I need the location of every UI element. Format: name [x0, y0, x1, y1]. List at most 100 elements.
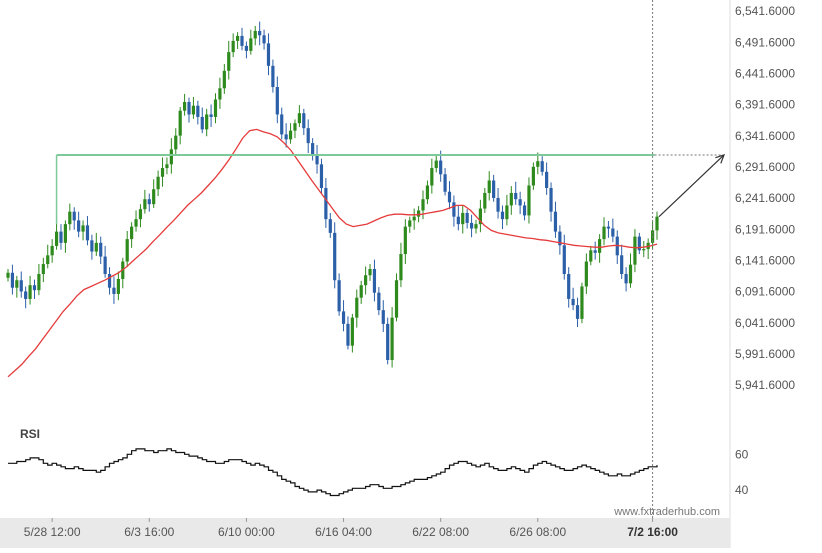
candle-body: [297, 113, 301, 124]
time-tick-label: 6/26 08:00: [509, 525, 566, 539]
candle-body: [205, 114, 209, 130]
candle-body: [6, 272, 10, 278]
candle-body: [200, 116, 204, 130]
candle-body: [103, 256, 107, 274]
rsi-tick-label: 40: [735, 483, 749, 497]
candle-body: [138, 209, 143, 220]
price-tick-label: 6,491.6000: [735, 35, 795, 49]
candle-body: [633, 236, 637, 265]
price-tick-label: 5,941.6000: [735, 378, 795, 392]
candle-body: [536, 161, 540, 167]
candle-body: [311, 143, 315, 155]
candle-body: [85, 225, 90, 241]
candle-body: [15, 280, 19, 288]
candle-body: [288, 130, 293, 140]
candle-body: [240, 35, 244, 46]
candle-body: [377, 292, 381, 311]
candles: [6, 21, 659, 368]
candle-body: [222, 70, 226, 89]
candle-body: [156, 176, 160, 190]
time-tick-label: 6/22 08:00: [412, 525, 469, 539]
candle-body: [24, 291, 28, 299]
candle-body: [456, 216, 460, 225]
candle-body: [430, 168, 434, 186]
rsi-tick-label: 60: [735, 447, 749, 461]
candle-body: [364, 275, 368, 286]
candle-body: [505, 205, 509, 220]
candle-body: [77, 220, 81, 232]
candle-body: [399, 254, 403, 281]
price-axis: 6,541.6000 6,491.6000 6,441.6000 6,391.6000…: [735, 4, 795, 392]
candle-body: [553, 211, 558, 232]
time-tick-label: 7/2 16:00: [627, 525, 678, 539]
candle-body: [584, 261, 588, 287]
candle-body: [213, 99, 218, 117]
candle-body: [19, 280, 23, 292]
candle-body: [112, 287, 116, 294]
candle-body: [575, 305, 580, 319]
candle-body: [63, 224, 67, 243]
candle-body: [394, 280, 399, 318]
candle-body: [593, 250, 597, 253]
projection-arrow-head: [715, 154, 726, 164]
candle-body: [522, 205, 527, 216]
price-tick-label: 6,291.6000: [735, 160, 795, 174]
candle-body: [412, 216, 416, 221]
candle-body: [130, 226, 134, 240]
rsi-panel: 60 40: [8, 447, 749, 497]
candle-body: [571, 298, 575, 306]
candle-body: [527, 185, 531, 216]
candle-body: [81, 225, 85, 232]
candle-body: [341, 311, 346, 324]
candle-body: [478, 208, 483, 225]
candle-body: [32, 285, 37, 291]
candle-body: [160, 168, 165, 177]
candle-body: [337, 280, 341, 312]
time-tick-label: 5/28 12:00: [24, 525, 81, 539]
rsi-line: [8, 448, 658, 497]
candle-body: [465, 212, 469, 223]
candle-body: [562, 245, 566, 274]
candle-body: [249, 38, 253, 51]
candle-body: [306, 128, 310, 144]
candle-body: [258, 30, 262, 36]
price-tick-label: 6,141.6000: [735, 254, 795, 268]
candle-body: [253, 30, 257, 39]
candle-body: [390, 317, 394, 361]
candle-body: [416, 210, 421, 217]
candle-body: [275, 87, 279, 115]
price-tick-label: 6,441.6000: [735, 67, 795, 81]
candle-body: [266, 43, 271, 66]
candle-body: [94, 242, 98, 252]
candle-body: [642, 249, 646, 251]
candle-body: [196, 105, 200, 117]
candle-body: [99, 242, 103, 257]
candle-body: [368, 269, 372, 276]
candle-body: [447, 191, 452, 203]
time-axis-bar: [0, 518, 730, 548]
candle-body: [293, 123, 297, 131]
candle-body: [655, 216, 659, 231]
candle-body: [271, 65, 275, 88]
candle-body: [209, 114, 213, 117]
candle-body: [403, 226, 407, 255]
candle-body: [231, 40, 235, 53]
candle-body: [346, 323, 350, 346]
candle-body: [227, 52, 231, 71]
price-tick-label: 5,991.6000: [735, 347, 795, 361]
candle-body: [147, 199, 151, 205]
candle-body: [545, 171, 549, 188]
candle-body: [134, 219, 138, 227]
candle-body: [443, 174, 447, 192]
annotations: [55, 0, 726, 518]
candle-body: [492, 180, 496, 198]
candle-body: [37, 274, 41, 291]
candle-body: [41, 264, 45, 274]
candle-body: [637, 236, 641, 251]
candle-body: [531, 166, 535, 186]
candle-body: [174, 135, 178, 150]
candle-body: [611, 228, 615, 237]
candle-body: [628, 264, 633, 284]
